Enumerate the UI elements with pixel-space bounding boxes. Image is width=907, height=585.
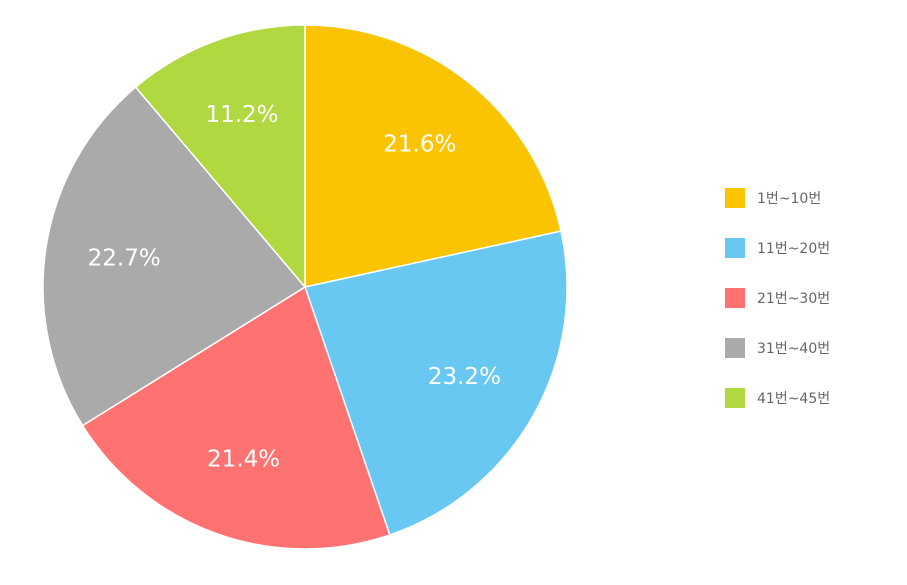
legend-item: 21번~30번 (725, 286, 830, 310)
pie-slice-label: 22.7% (88, 246, 161, 272)
pie-slice-label: 21.6% (383, 132, 456, 158)
legend-swatch (725, 288, 745, 308)
legend-label: 41번~45번 (757, 391, 831, 407)
legend-item: 11번~20번 (725, 236, 830, 260)
legend-label: 11번~20번 (757, 241, 831, 257)
pie-slice-label: 11.2% (205, 102, 278, 128)
chart-legend: 1번~10번 11번~20번 21번~30번 31번~40번 41번~45번 (725, 186, 830, 436)
legend-item: 41번~45번 (725, 386, 830, 410)
legend-item: 1번~10번 (725, 186, 830, 210)
pie-slice-label: 21.4% (207, 446, 280, 472)
pie-slices (42, 24, 568, 550)
legend-swatch (725, 238, 745, 258)
pie-slice-label: 23.2% (428, 364, 501, 390)
pie-slice (42, 86, 306, 427)
legend-label: 21번~30번 (757, 291, 831, 307)
pie-slice (81, 286, 391, 550)
pie-slice (304, 230, 568, 536)
legend-label: 1번~10번 (757, 191, 822, 207)
legend-swatch (725, 188, 745, 208)
pie-slice (134, 24, 306, 288)
pie-slice (304, 24, 562, 288)
legend-label: 31번~40번 (757, 341, 831, 357)
legend-swatch (725, 338, 745, 358)
legend-swatch (725, 388, 745, 408)
pie-slice-labels: 21.6% 23.2% 21.4% 22.7% 11.2% (88, 102, 501, 472)
legend-item: 31번~40번 (725, 336, 830, 360)
